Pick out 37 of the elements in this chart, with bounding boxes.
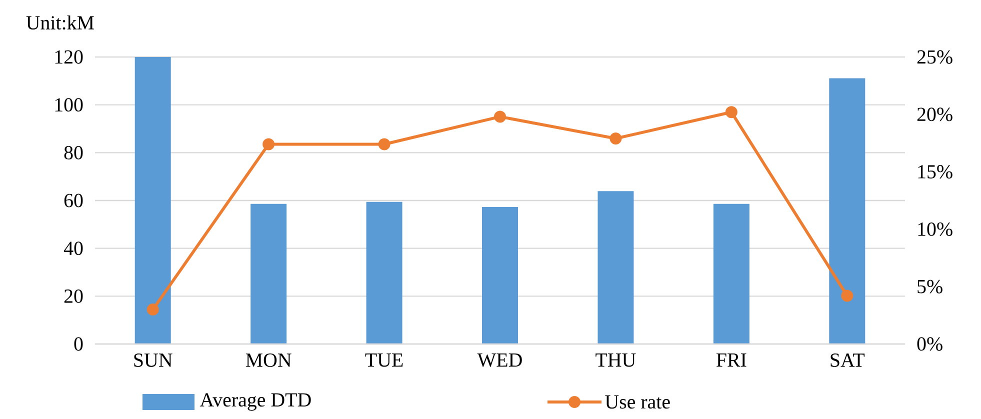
y-tick-label: 100 [55, 98, 83, 112]
legend-label: Average DTD [200, 393, 311, 411]
y2-tick-label: 15% [918, 165, 952, 179]
bar [713, 204, 750, 344]
point [610, 132, 622, 145]
point [841, 290, 854, 302]
bar [829, 78, 866, 344]
point [725, 106, 738, 118]
bar [134, 56, 171, 344]
x-tick-label: SAT [830, 354, 865, 367]
bar [598, 191, 634, 344]
bar [366, 202, 402, 344]
point [262, 138, 275, 150]
y-tick-label: 0 [74, 337, 83, 351]
y2-tick-label: 0% [917, 337, 942, 351]
bar [482, 206, 518, 344]
point [378, 138, 390, 150]
y2-tick-label: 5% [918, 280, 942, 294]
x-tick-label: SUN [134, 354, 172, 367]
y2-tick-label: 20% [917, 108, 952, 122]
bar [250, 204, 287, 344]
x-tick-label: TUE [365, 354, 403, 367]
x-tick-label: WED [477, 354, 522, 367]
y2-tick-label: 25% [917, 50, 952, 64]
y-tick-label: 80 [64, 146, 83, 160]
x-tick-label: THU [596, 354, 636, 367]
y-axis-title: Unit:kM [26, 16, 94, 30]
x-tick-label: FRI [716, 354, 746, 367]
y2-tick-label: 10% [918, 222, 952, 236]
y-tick-label: 40 [64, 242, 83, 256]
y-tick-label: 20 [64, 289, 83, 303]
y-tick-label: 60 [64, 194, 83, 208]
point [494, 110, 506, 123]
point [146, 304, 159, 316]
legend-label: Use rate [605, 395, 670, 409]
x-tick-label: MON [246, 354, 292, 367]
y-tick-label: 120 [55, 50, 83, 64]
